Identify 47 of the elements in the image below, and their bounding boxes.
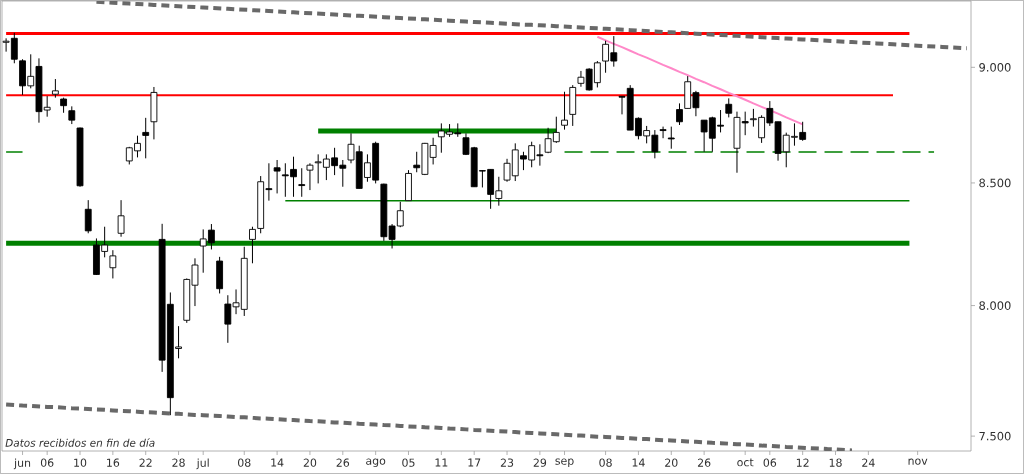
- x-tick-label: 26: [697, 458, 711, 467]
- x-tick-label: 29: [533, 458, 547, 467]
- x-tick-label: sep: [555, 458, 574, 467]
- x-tick-label: jun: [13, 458, 31, 470]
- candlestick: [142, 117, 150, 159]
- x-tick-label: 08: [599, 458, 612, 467]
- x-tick-label: 16: [107, 458, 120, 467]
- x-tick-label: 06: [763, 458, 777, 467]
- candlestick: [306, 162, 314, 191]
- x-tick-label: 11: [435, 458, 448, 467]
- candlestick: [84, 199, 92, 234]
- x-tick-label: ago: [366, 458, 386, 467]
- x-tick-label: 06: [40, 458, 54, 467]
- x-tick-label: 23: [500, 458, 514, 467]
- y-tick-label: 8.000: [979, 301, 1011, 310]
- x-tick-label: 20: [303, 458, 317, 467]
- candlestick: [725, 97, 733, 118]
- candlestick: [659, 126, 667, 139]
- y-tick-label: 7.500: [979, 431, 1011, 441]
- candlestick: [117, 199, 125, 238]
- candlestick: [298, 167, 306, 198]
- candlestick: [249, 226, 256, 264]
- y-tick-label: 8.500: [979, 178, 1011, 188]
- x-tick-label: 17: [468, 458, 481, 467]
- x-tick-label: 08: [238, 458, 251, 467]
- x-tick-label: 22: [139, 458, 152, 467]
- x-tick-label: jul: [196, 458, 209, 470]
- candlestick: [676, 102, 683, 126]
- x-tick-label: 24: [862, 458, 875, 467]
- x-tick-label: 18: [829, 458, 842, 467]
- x-tick-label: nov: [908, 458, 928, 465]
- candlestick: [109, 249, 117, 279]
- x-tick-label: 12: [796, 458, 809, 467]
- x-tick-label: 10: [74, 458, 87, 467]
- candlestick: [51, 78, 59, 99]
- candlestick: [561, 91, 568, 131]
- x-tick-label: oct: [737, 458, 754, 467]
- candlestick: [667, 126, 675, 150]
- x-tick-label: 05: [402, 458, 415, 467]
- x-tick-label: 14: [271, 458, 284, 467]
- x-tick-label: 20: [665, 458, 678, 467]
- x-tick-label: 14: [632, 458, 645, 467]
- x-tick-label: 26: [336, 458, 350, 467]
- y-tick-label: 9.000: [979, 62, 1011, 72]
- x-tick-label: 28: [172, 458, 185, 467]
- annotation: Datos recibidos en fin de día: [5, 438, 155, 447]
- candlestick: [273, 159, 281, 194]
